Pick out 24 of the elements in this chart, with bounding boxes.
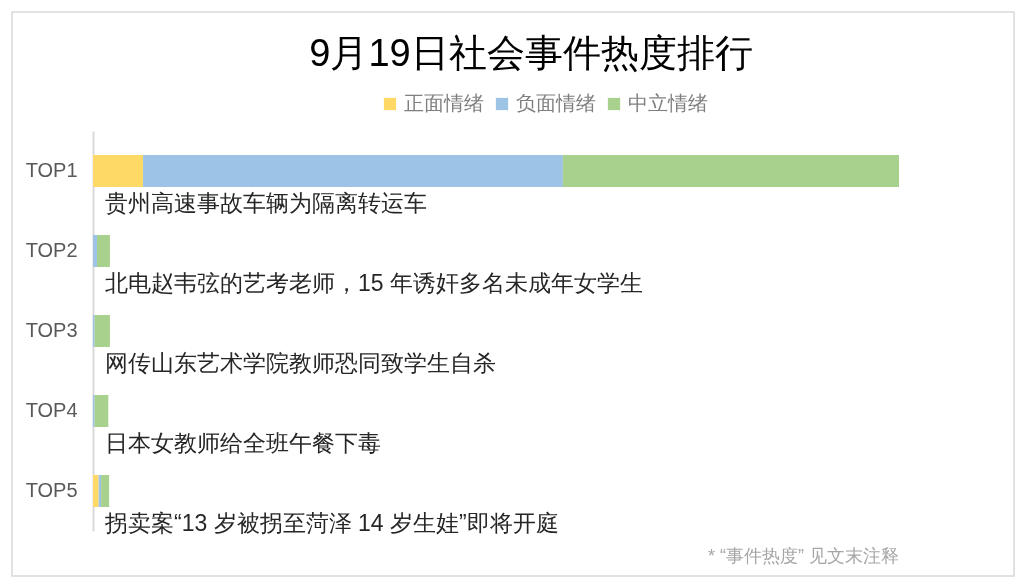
- y-tick-label: TOP1: [25, 159, 78, 181]
- y-tick-label: TOP4: [25, 399, 78, 421]
- legend-label: 中立情绪: [628, 92, 708, 114]
- text: * “事件热度” 见文末注释: [708, 546, 899, 566]
- bar: [94, 315, 110, 347]
- bar: [101, 475, 110, 507]
- annotation: 网传山东艺术学院教师恐同致学生自杀: [105, 350, 496, 376]
- y-tick-label: TOP3: [25, 319, 78, 341]
- y-tick-label: TOP5: [25, 479, 78, 501]
- bar: [562, 155, 899, 187]
- bar: [93, 155, 143, 187]
- chart-title: 9月19日社会事件热度排行: [309, 32, 753, 75]
- bar: [142, 155, 563, 187]
- annotation: 北电赵韦弦的艺考老师，15 年诱奸多名未成年女学生: [105, 270, 643, 296]
- bar: [97, 235, 110, 267]
- annotation: 日本女教师给全班午餐下毒: [105, 430, 381, 456]
- bar: [93, 475, 99, 507]
- bar: [93, 235, 98, 267]
- legend-label: 负面情绪: [516, 92, 596, 114]
- bar: [94, 395, 109, 427]
- legend-label: 正面情绪: [404, 92, 484, 114]
- annotation: 贵州高速事故车辆为隔离转运车: [105, 190, 427, 216]
- y-tick-label: TOP2: [25, 239, 78, 261]
- annotation: 拐卖案“13 岁被拐至菏泽 14 岁生娃”即将开庭: [104, 510, 559, 536]
